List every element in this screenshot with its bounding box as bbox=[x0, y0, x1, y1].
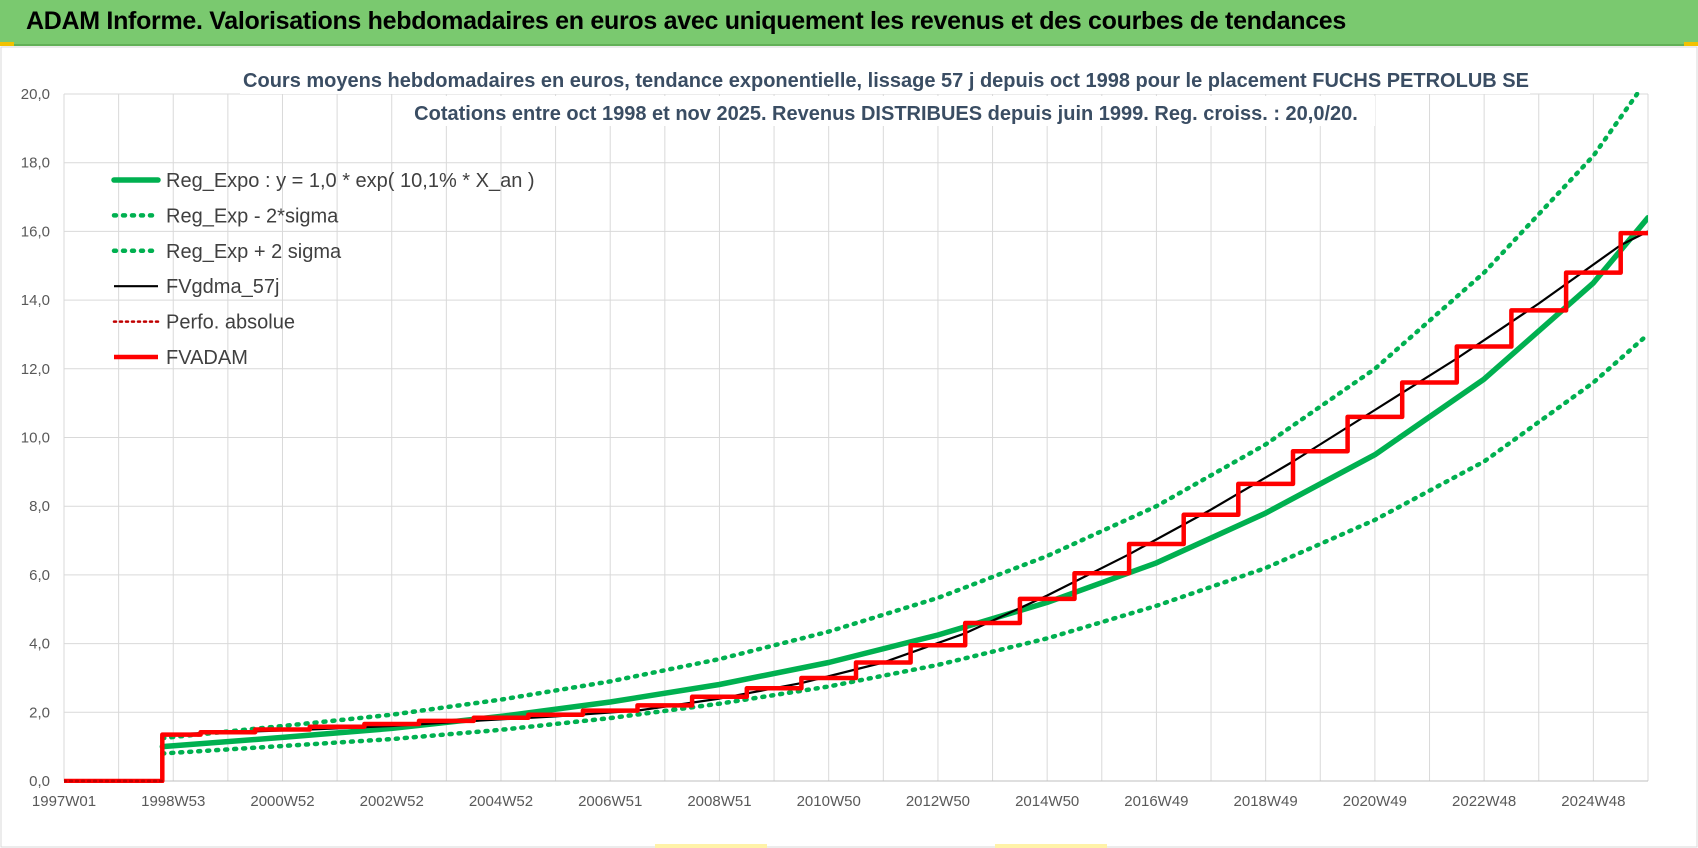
legend-entry: Reg_Exp - 2*sigma bbox=[166, 205, 339, 227]
y-tick-label: 2,0 bbox=[29, 704, 50, 721]
series-line-2 bbox=[160, 332, 1648, 756]
y-tick-label: 16,0 bbox=[21, 223, 50, 240]
x-tick-label: 2008W51 bbox=[687, 793, 751, 810]
subtitle-backing bbox=[395, 96, 1375, 126]
legend-entry: Perfo. absolue bbox=[166, 312, 295, 334]
y-tick-label: 8,0 bbox=[29, 498, 50, 515]
legend-entry: FVgdma_57j bbox=[166, 276, 279, 298]
bottom-marker bbox=[995, 844, 1107, 848]
chart-frame bbox=[0, 46, 1698, 848]
x-tick-label: 2024W48 bbox=[1561, 793, 1625, 810]
series-line-6 bbox=[64, 230, 1648, 783]
x-tick-label: 2020W49 bbox=[1343, 793, 1407, 810]
title-backing bbox=[240, 64, 1530, 94]
chart-title: Cours moyens hebdomadaires en euros, ten… bbox=[243, 70, 1529, 92]
x-tick-label: 2018W49 bbox=[1234, 793, 1298, 810]
x-tick-label: 2010W50 bbox=[797, 793, 861, 810]
corner-marker-right bbox=[1684, 42, 1698, 46]
series-line-3 bbox=[160, 92, 1640, 741]
x-tick-label: 2000W52 bbox=[250, 793, 314, 810]
chart-svg: 0,0 2,0 4,0 6,0 8,0 10,0 12,0 14,0 16,0 18,0 20,0 1… bbox=[0, 46, 1698, 848]
y-tick-label: 6,0 bbox=[29, 567, 50, 584]
bottom-marker bbox=[655, 844, 767, 848]
y-tick-label: 0,0 bbox=[29, 773, 50, 790]
x-tick-label: 2016W49 bbox=[1124, 793, 1188, 810]
series-line-1 bbox=[159, 214, 1648, 750]
chart-area: 0,0 2,0 4,0 6,0 8,0 10,0 12,0 14,0 16,0 18,0 20,0 1… bbox=[0, 46, 1698, 848]
y-tick-label: 10,0 bbox=[21, 430, 50, 447]
x-tick-label: 2004W52 bbox=[469, 793, 533, 810]
x-tick-label: 2002W52 bbox=[360, 793, 424, 810]
x-tick-label: 2012W50 bbox=[906, 793, 970, 810]
y-tick-label: 4,0 bbox=[29, 636, 50, 653]
report-title: ADAM Informe. Valorisations hebdomadaire… bbox=[26, 7, 1347, 35]
x-tick-label: 2006W51 bbox=[578, 793, 642, 810]
chart-subtitle: Cotations entre oct 1998 et nov 2025. Re… bbox=[414, 103, 1358, 125]
y-tick-label: 18,0 bbox=[21, 155, 50, 172]
x-tick-label: 2014W50 bbox=[1015, 793, 1079, 810]
y-tick-label: 12,0 bbox=[21, 361, 50, 378]
legend-entry: FVADAM bbox=[166, 347, 248, 369]
y-tick-label: 14,0 bbox=[21, 292, 50, 309]
x-tick-label: 2022W48 bbox=[1452, 793, 1516, 810]
legend-entry: Reg_Expo : y = 1,0 * exp( 10,1% * X_an ) bbox=[166, 170, 535, 192]
report-banner: ADAM Informe. Valorisations hebdomadaire… bbox=[0, 0, 1698, 46]
x-tick-label: 1998W53 bbox=[141, 793, 205, 810]
corner-marker-left bbox=[0, 42, 14, 46]
y-tick-label: 20,0 bbox=[21, 86, 50, 103]
legend-entry: Reg_Exp + 2 sigma bbox=[166, 241, 342, 263]
x-tick-label: 1997W01 bbox=[32, 793, 96, 810]
